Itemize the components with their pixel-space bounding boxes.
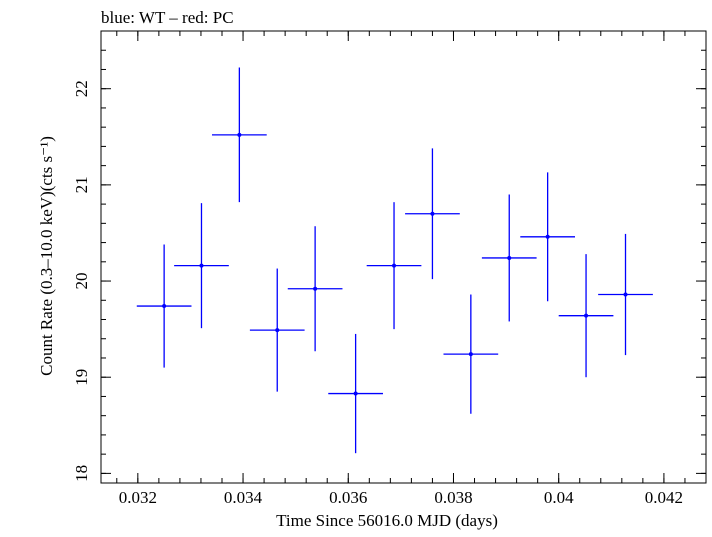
point-marker (468, 352, 473, 357)
point-marker (507, 255, 512, 260)
x-tick-label: 0.036 (329, 488, 367, 507)
data-point (443, 294, 499, 414)
y-tick-label: 18 (72, 465, 91, 482)
data-point (598, 233, 653, 356)
point-marker (353, 391, 358, 396)
y-tick-label: 21 (72, 176, 91, 193)
data-point (558, 254, 614, 378)
x-tick-label: 0.034 (224, 488, 263, 507)
point-marker (623, 292, 628, 297)
point-marker (392, 263, 397, 268)
data-series (136, 67, 653, 454)
point-marker (237, 132, 242, 137)
y-axis-ticks: 18 19 20 21 22 (72, 30, 706, 482)
y-tick-label: 19 (72, 369, 91, 386)
x-tick-label: 0.032 (119, 488, 157, 507)
plot-frame (100, 30, 707, 484)
chart-title: blue: WT – red: PC (101, 8, 234, 27)
x-tick-label: 0.042 (645, 488, 683, 507)
data-point (249, 268, 305, 392)
x-tick-label: 0.04 (544, 488, 574, 507)
data-point (328, 333, 383, 454)
data-point (136, 244, 192, 368)
data-point (405, 148, 460, 280)
point-marker (162, 304, 167, 309)
x-tick-label: 0.038 (434, 488, 472, 507)
y-axis-label: Count Rate (0.3–10.0 keV)(cts s⁻¹) (37, 136, 56, 376)
point-marker (584, 313, 589, 318)
data-point (520, 172, 576, 302)
y-tick-label: 20 (72, 273, 91, 290)
point-marker (545, 234, 550, 239)
point-marker (199, 263, 204, 268)
x-axis-ticks: 0.032 0.034 0.036 0.038 0.04 0.042 (116, 31, 707, 507)
data-point (287, 226, 343, 352)
data-point (481, 194, 537, 322)
data-point (366, 202, 422, 330)
data-point (212, 67, 267, 203)
y-tick-label: 22 (72, 80, 91, 97)
point-marker (430, 211, 435, 216)
data-point (174, 203, 229, 329)
point-marker (275, 328, 280, 333)
x-axis-label: Time Since 56016.0 MJD (days) (276, 511, 498, 530)
point-marker (313, 286, 318, 291)
